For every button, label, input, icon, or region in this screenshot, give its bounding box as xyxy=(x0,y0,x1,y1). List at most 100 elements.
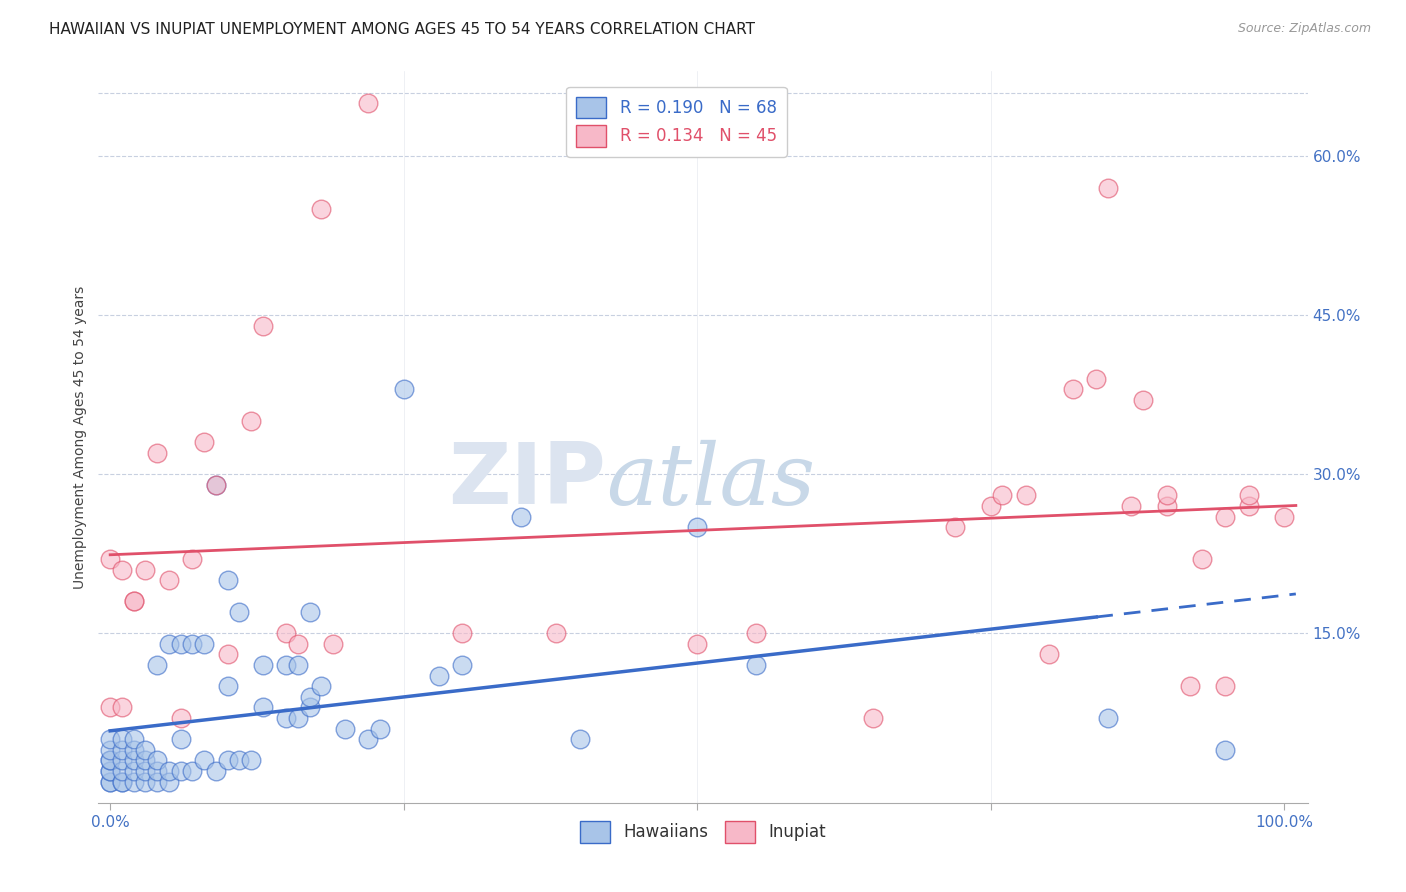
Point xyxy=(322,637,344,651)
Point xyxy=(111,563,134,577)
Point xyxy=(111,732,134,747)
Point xyxy=(98,700,121,714)
Point xyxy=(1180,679,1202,693)
Point xyxy=(1191,552,1213,566)
Point xyxy=(157,573,180,587)
Point xyxy=(146,658,169,673)
Point xyxy=(146,764,169,778)
Point xyxy=(146,753,169,767)
Point xyxy=(122,753,145,767)
Point xyxy=(181,552,204,566)
Point xyxy=(392,383,415,397)
Point xyxy=(193,637,215,651)
Point xyxy=(368,722,391,736)
Point xyxy=(228,753,250,767)
Point xyxy=(451,658,474,673)
Point xyxy=(298,700,321,714)
Point xyxy=(157,764,180,778)
Text: atlas: atlas xyxy=(606,440,815,523)
Point xyxy=(276,711,298,725)
Text: Source: ZipAtlas.com: Source: ZipAtlas.com xyxy=(1237,22,1371,36)
Point xyxy=(111,764,134,778)
Point xyxy=(1097,181,1119,195)
Point xyxy=(204,477,226,491)
Point xyxy=(122,594,145,608)
Legend: Hawaiians, Inupiat: Hawaiians, Inupiat xyxy=(574,814,832,849)
Point xyxy=(298,605,321,619)
Point xyxy=(169,711,191,725)
Point xyxy=(276,658,298,673)
Point xyxy=(1097,711,1119,725)
Point xyxy=(98,552,121,566)
Point xyxy=(1215,509,1237,524)
Point xyxy=(287,658,309,673)
Point xyxy=(1085,372,1108,386)
Point xyxy=(980,499,1002,513)
Point xyxy=(862,711,884,725)
Point xyxy=(686,637,709,651)
Point xyxy=(451,626,474,640)
Point xyxy=(1121,499,1143,513)
Point xyxy=(945,520,967,534)
Point xyxy=(510,509,533,524)
Point xyxy=(991,488,1014,502)
Point xyxy=(111,774,134,789)
Point xyxy=(146,774,169,789)
Point xyxy=(98,743,121,757)
Point xyxy=(98,764,121,778)
Point xyxy=(1156,488,1178,502)
Point xyxy=(1015,488,1038,502)
Point xyxy=(240,414,263,428)
Point xyxy=(240,753,263,767)
Point xyxy=(169,764,191,778)
Point xyxy=(111,700,134,714)
Point xyxy=(181,764,204,778)
Point xyxy=(252,658,274,673)
Point xyxy=(252,700,274,714)
Point xyxy=(217,753,239,767)
Point xyxy=(122,732,145,747)
Point xyxy=(745,626,768,640)
Point xyxy=(217,648,239,662)
Text: HAWAIIAN VS INUPIAT UNEMPLOYMENT AMONG AGES 45 TO 54 YEARS CORRELATION CHART: HAWAIIAN VS INUPIAT UNEMPLOYMENT AMONG A… xyxy=(49,22,755,37)
Point xyxy=(169,732,191,747)
Point xyxy=(1062,383,1084,397)
Y-axis label: Unemployment Among Ages 45 to 54 years: Unemployment Among Ages 45 to 54 years xyxy=(73,285,87,589)
Point xyxy=(98,753,121,767)
Point xyxy=(546,626,568,640)
Point xyxy=(122,764,145,778)
Point xyxy=(134,743,156,757)
Point xyxy=(568,732,591,747)
Point xyxy=(111,753,134,767)
Point xyxy=(98,732,121,747)
Point xyxy=(169,637,191,651)
Point xyxy=(122,774,145,789)
Point xyxy=(1215,679,1237,693)
Point xyxy=(287,637,309,651)
Point xyxy=(193,753,215,767)
Point xyxy=(298,690,321,704)
Point xyxy=(193,435,215,450)
Point xyxy=(1237,488,1260,502)
Point xyxy=(228,605,250,619)
Point xyxy=(157,774,180,789)
Point xyxy=(1132,392,1154,407)
Point xyxy=(745,658,768,673)
Point xyxy=(217,679,239,693)
Point xyxy=(311,202,333,216)
Point xyxy=(134,764,156,778)
Point xyxy=(122,594,145,608)
Point xyxy=(252,318,274,333)
Text: ZIP: ZIP xyxy=(449,440,606,523)
Point xyxy=(204,764,226,778)
Point xyxy=(122,743,145,757)
Point xyxy=(204,477,226,491)
Point xyxy=(311,679,333,693)
Point xyxy=(98,764,121,778)
Point xyxy=(1237,499,1260,513)
Point xyxy=(98,774,121,789)
Point xyxy=(181,637,204,651)
Point xyxy=(217,573,239,587)
Point xyxy=(146,446,169,460)
Point xyxy=(134,774,156,789)
